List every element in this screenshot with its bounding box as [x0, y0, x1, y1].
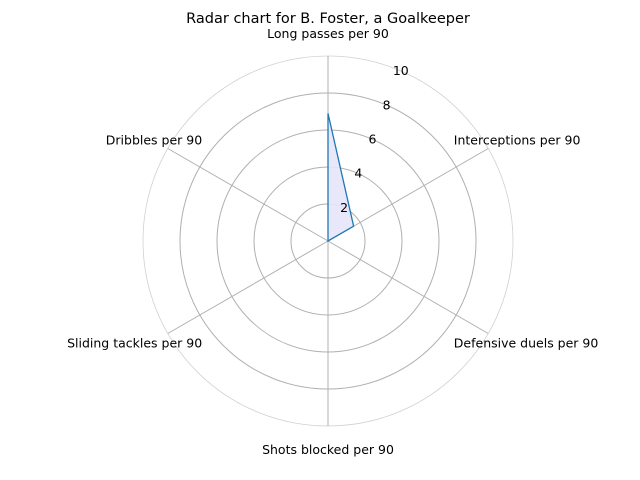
radial-tick-label: 6	[369, 131, 377, 146]
category-label: Sliding tackles per 90	[67, 336, 202, 351]
category-label: Shots blocked per 90	[262, 442, 394, 457]
series-fill	[328, 113, 354, 241]
radial-tick-label: 2	[340, 200, 348, 215]
radial-tick-label: 10	[393, 63, 409, 78]
category-label: Dribbles per 90	[106, 133, 202, 148]
radial-tick-label: 4	[354, 166, 362, 181]
category-label: Long passes per 90	[267, 26, 389, 41]
radar-spoke	[327, 148, 489, 242]
radial-tick-labels: 2 4 6 8 10	[340, 63, 409, 215]
radar-series	[327, 113, 355, 243]
category-labels: Long passes per 90 Interceptions per 90 De…	[67, 26, 598, 457]
radar-spoke	[327, 240, 489, 334]
category-label: Interceptions per 90	[454, 133, 581, 148]
series-line	[327, 113, 355, 243]
category-label: Defensive duels per 90	[454, 336, 599, 351]
radar-spoke	[167, 240, 329, 334]
radar-spoke	[167, 148, 329, 242]
chart-title: Radar chart for B. Foster, a Goalkeeper	[186, 11, 470, 27]
radial-tick-label: 8	[383, 97, 391, 112]
